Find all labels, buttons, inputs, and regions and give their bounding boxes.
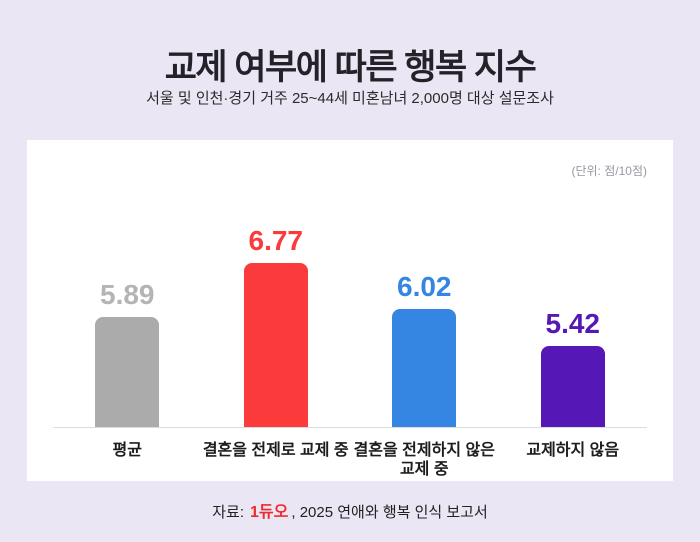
bar-3: [540, 346, 605, 427]
bar-category-label-0: 평균: [112, 442, 142, 459]
bar-column-0: 5.89: [53, 178, 202, 427]
bar-column-3: 5.42: [499, 178, 648, 427]
bar-0: [95, 317, 160, 427]
source-line: 자료: 1듀오, 2025 연애와 행복 인식 보고서: [0, 498, 700, 522]
bar-value-label-2: 6.02: [397, 271, 452, 302]
bar-value-label-1: 6.77: [248, 225, 304, 256]
bar-chart: 5.89 6.77 6.02 5.42: [53, 178, 647, 428]
bar-1: [243, 263, 308, 427]
unit-label: (단위: 점/10점): [571, 164, 647, 178]
chart-card: (단위: 점/10점) 5.89 6.77 6.02 5.42 평균 결혼을 전제로 교…: [27, 140, 673, 481]
source-suffix: , 2025 연애와 행복 인식 보고서: [291, 504, 488, 521]
bar-column-1: 6.77: [202, 178, 351, 427]
bar-category-label-1: 결혼을 전제로 교제 중: [202, 442, 349, 459]
source-prefix: 자료:: [212, 504, 245, 521]
duo-logo: 1듀오: [250, 504, 289, 521]
page-title: 교제 여부에 따른 행복 지수: [164, 48, 537, 87]
bar-value-label-3: 5.42: [545, 308, 601, 339]
bar-category-label-3: 교제하지 않음: [526, 442, 620, 459]
bar-2: [392, 309, 457, 427]
category-labels-row: 평균 결혼을 전제로 교제 중 결혼을 전제하지 않은 교제 중 교제하지 않음: [53, 428, 647, 479]
page-subtitle: 서울 및 인천·경기 거주 25~44세 미혼남녀 2,000명 대상 설문조사: [146, 90, 554, 107]
bar-category-label-2: 결혼을 전제하지 않은 교제 중: [353, 442, 495, 479]
bar-value-label-0: 5.89: [100, 279, 155, 310]
bar-column-2: 6.02: [350, 178, 499, 427]
